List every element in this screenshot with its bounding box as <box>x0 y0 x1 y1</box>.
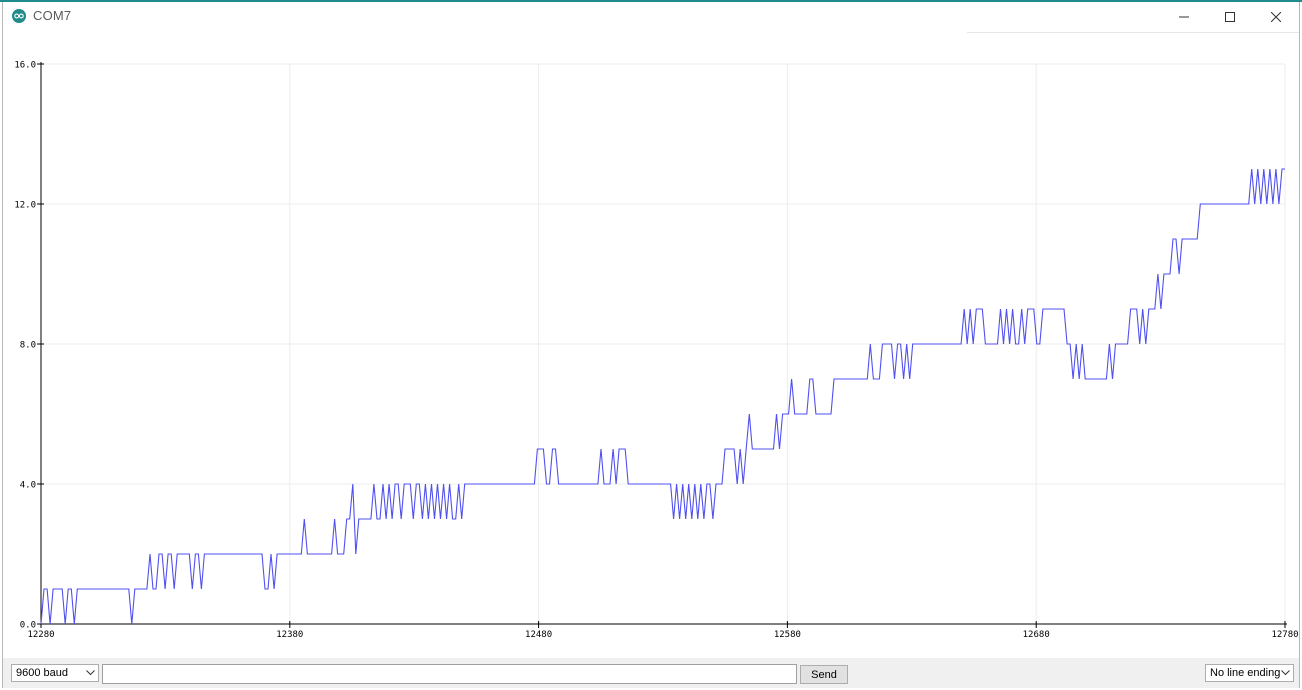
title-divider <box>967 32 1299 33</box>
baud-rate-value: 9600 baud <box>16 667 68 679</box>
close-button[interactable] <box>1253 2 1299 32</box>
send-button[interactable]: Send <box>800 665 848 684</box>
line-ending-value: No line ending <box>1210 667 1281 679</box>
chevron-down-icon <box>1281 670 1290 676</box>
y-tick-label: 8.0 <box>20 341 36 351</box>
x-tick-label: 12380 <box>276 630 303 640</box>
window-title: COM7 <box>33 8 72 23</box>
maximize-icon <box>1225 12 1235 22</box>
baud-rate-select[interactable]: 9600 baud <box>11 664 99 682</box>
top-accent-strip <box>0 0 1302 2</box>
maximize-button[interactable] <box>1207 2 1253 32</box>
title-bar[interactable]: COM7 <box>3 2 1299 32</box>
bottom-toolbar: 9600 baud Send No line ending <box>3 658 1299 688</box>
minimize-button[interactable] <box>1161 2 1207 32</box>
y-tick-label: 0.0 <box>20 621 36 631</box>
series-line <box>40 168 1285 625</box>
arduino-logo-icon <box>12 9 26 23</box>
y-tick-label: 16.0 <box>14 61 36 71</box>
y-tick-label: 4.0 <box>20 481 36 491</box>
send-message-input[interactable] <box>102 664 797 684</box>
y-tick-label: 12.0 <box>14 201 36 211</box>
x-tick-label: 12680 <box>1023 630 1050 640</box>
chevron-down-icon <box>86 670 95 676</box>
x-tick-label: 12780 <box>1271 630 1298 640</box>
line-ending-select[interactable]: No line ending <box>1205 664 1294 682</box>
x-tick-label: 12480 <box>525 630 552 640</box>
x-tick-label: 12580 <box>774 630 801 640</box>
close-icon <box>1271 12 1281 22</box>
x-tick-label: 12280 <box>27 630 54 640</box>
serial-plot-chart: 0.0 4.0 8.0 12.0 16.0 12280 12380 12480 12580 126… <box>14 61 1298 641</box>
minimize-icon <box>1179 16 1189 18</box>
